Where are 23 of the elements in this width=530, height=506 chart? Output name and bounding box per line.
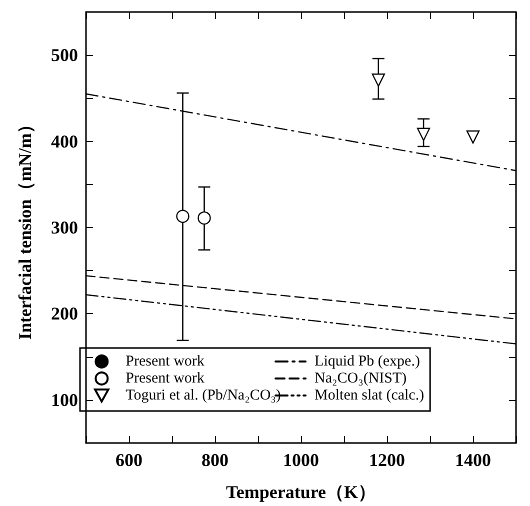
y-tick-label: 500 bbox=[51, 45, 78, 66]
x-axis-title: Temperature（K） bbox=[226, 482, 376, 502]
y-tick-label: 100 bbox=[51, 390, 78, 410]
point bbox=[466, 130, 480, 144]
y-tick-label: 300 bbox=[51, 218, 78, 238]
legend-label: Present work bbox=[126, 370, 205, 386]
legend-label: Molten slat (calc.) bbox=[314, 388, 424, 404]
x-tick-label: 1000 bbox=[283, 450, 319, 470]
x-tick-label: 600 bbox=[116, 450, 142, 470]
x-tick-label: 800 bbox=[202, 450, 228, 470]
x-tick-label: 1200 bbox=[369, 450, 405, 470]
legend-label: Na₂CO₃(NIST) bbox=[314, 370, 407, 386]
point bbox=[198, 211, 211, 225]
legend-label: Liquid Pb (expe.) bbox=[314, 354, 420, 370]
legend-label: Present work bbox=[126, 354, 205, 370]
y-tick-label: 400 bbox=[51, 131, 78, 152]
point bbox=[416, 128, 430, 142]
y-tick-label: 200 bbox=[51, 304, 78, 324]
point bbox=[176, 210, 190, 223]
y-axis-title: Interfacial tension（mN/m） bbox=[15, 115, 35, 340]
x-tick-label: 1400 bbox=[455, 450, 491, 470]
legend-label: Toguri et al. (Pb/Na₂CO₃) bbox=[126, 388, 281, 404]
point bbox=[372, 74, 385, 87]
